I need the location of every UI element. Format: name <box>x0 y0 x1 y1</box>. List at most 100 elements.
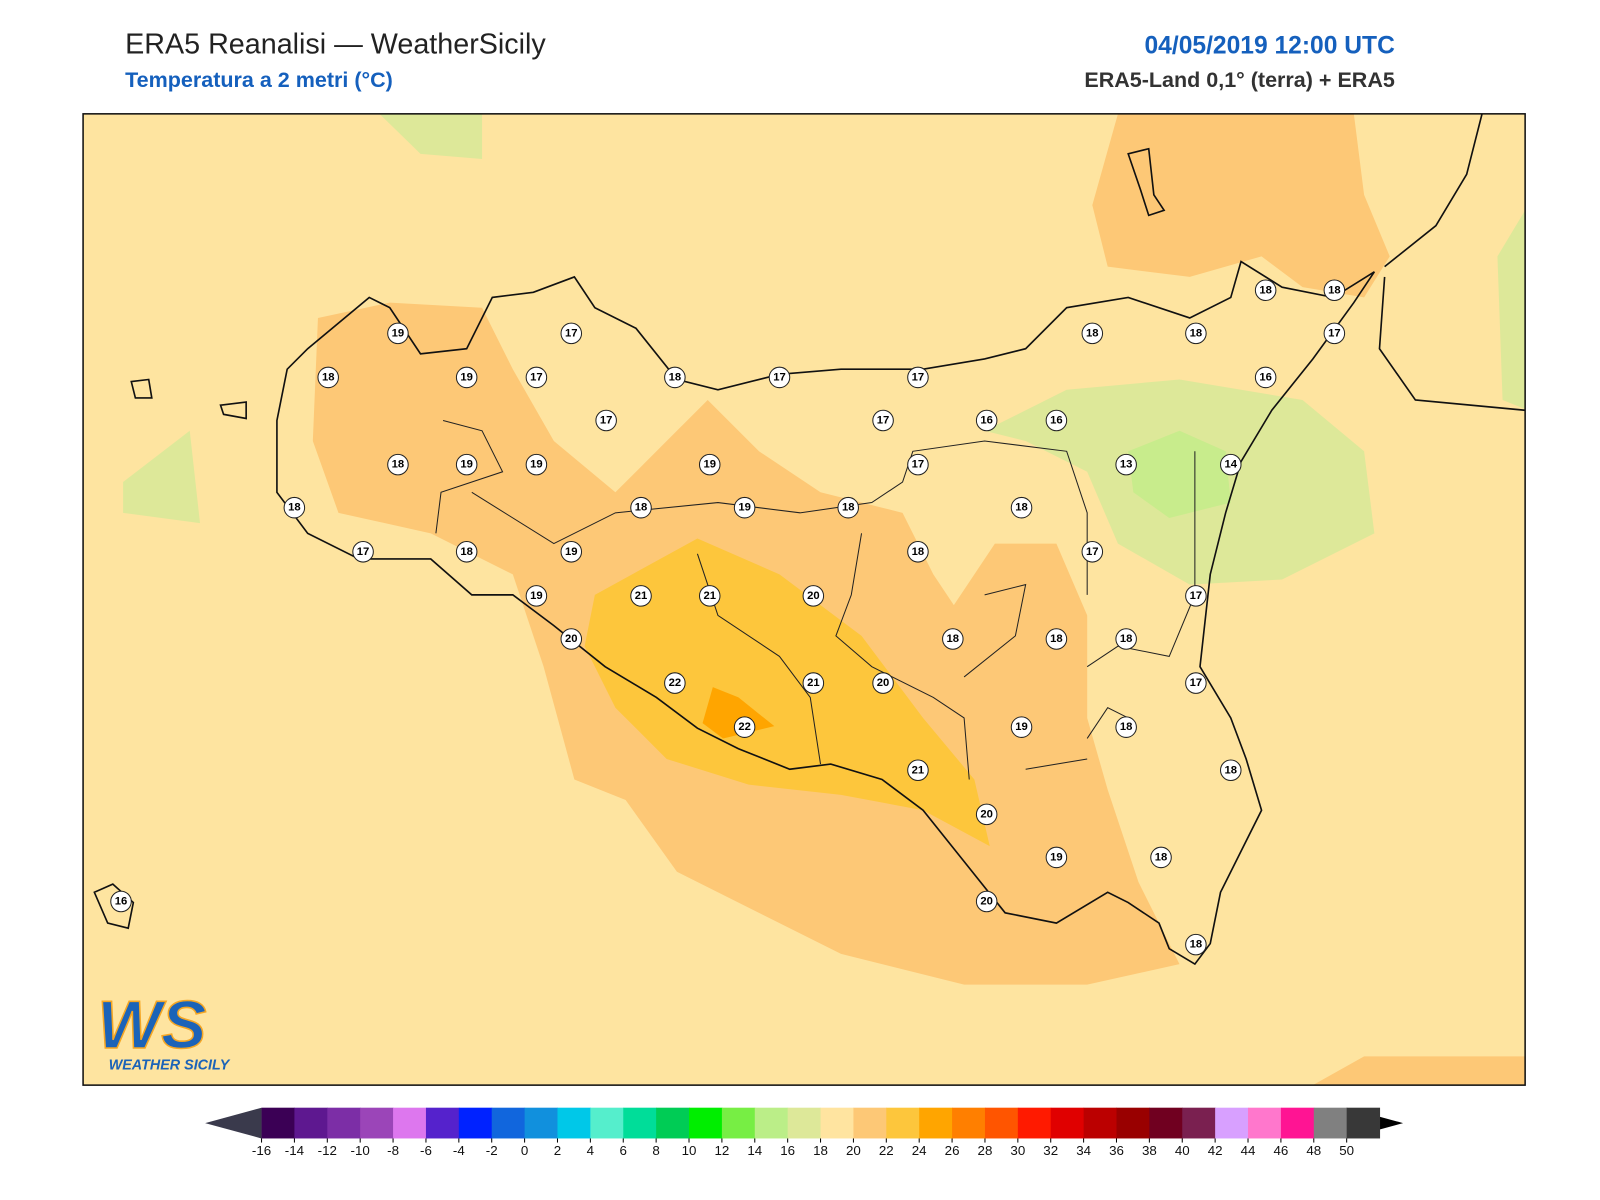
station-marker <box>1185 933 1207 956</box>
colorbar-tick-label: 6 <box>620 1143 627 1158</box>
colorbar-segment <box>261 1107 295 1139</box>
colorbar-segment <box>1182 1107 1216 1139</box>
station-marker <box>560 322 583 345</box>
station-value: 16 <box>980 415 993 427</box>
colorbar-tick-label: 26 <box>945 1143 960 1158</box>
station-value: 22 <box>738 721 751 733</box>
colorbar-tick-label: 30 <box>1010 1143 1025 1158</box>
station-marker <box>907 453 929 476</box>
colorbar-tick-label: 50 <box>1339 1143 1354 1158</box>
colorbar-segment <box>491 1107 526 1139</box>
logo: WS WEATHER SICILY <box>97 987 231 1073</box>
station-value: 19 <box>460 371 473 383</box>
station-marker <box>1185 672 1207 694</box>
colorbar-tick-label: 48 <box>1306 1143 1321 1158</box>
station-marker <box>317 366 339 389</box>
station-value: 18 <box>1259 284 1272 296</box>
station-marker <box>1254 279 1277 302</box>
colorbar-segment <box>1215 1107 1249 1139</box>
station-value: 17 <box>773 371 786 383</box>
station-value: 18 <box>1086 327 1099 339</box>
station-value: 17 <box>1190 590 1203 602</box>
station-marker <box>975 890 998 913</box>
colorbar-segment <box>721 1107 756 1139</box>
station-marker <box>975 803 998 826</box>
map-frame <box>82 113 1526 1086</box>
station-value: 19 <box>530 590 543 602</box>
station-marker <box>1254 366 1277 389</box>
station-value: 18 <box>1155 851 1168 863</box>
colorbar-tick-label: -4 <box>453 1143 465 1158</box>
station-value: 18 <box>1328 284 1341 296</box>
station-value: 18 <box>392 459 405 471</box>
station-value: 18 <box>842 502 855 514</box>
station-value: 21 <box>807 677 820 689</box>
colorbar-tick-label: 40 <box>1175 1143 1190 1158</box>
station-marker <box>733 716 756 738</box>
station-value: 18 <box>460 546 473 558</box>
station-value: 20 <box>807 590 820 602</box>
station-marker <box>1323 279 1346 302</box>
colorbar-segment <box>458 1107 493 1139</box>
colorbar-segment <box>919 1107 953 1139</box>
field-18 <box>1092 113 1526 1086</box>
colorbar-segment <box>853 1107 887 1139</box>
station-marker <box>455 453 478 476</box>
subtitle: Temperatura a 2 metri (°C) <box>125 68 393 92</box>
colorbar-segment <box>984 1107 1019 1139</box>
province-borders <box>435 420 1196 780</box>
station-marker <box>1010 496 1033 519</box>
station-value: 21 <box>703 590 716 602</box>
station-value: 20 <box>565 633 578 645</box>
station-marker <box>1045 628 1068 650</box>
station-value: 18 <box>669 371 682 383</box>
colorbar-segment <box>590 1107 624 1139</box>
colorbar-tick-label: 36 <box>1109 1143 1124 1158</box>
station-value: 18 <box>912 546 925 558</box>
colorbar-tick-label: 32 <box>1043 1143 1058 1158</box>
station-marker <box>525 453 548 476</box>
colorbar-segment <box>820 1107 854 1139</box>
station-value: 17 <box>912 371 925 383</box>
station-value: 13 <box>1120 459 1133 471</box>
colorbar-tick-label: 10 <box>682 1143 697 1158</box>
station-marker <box>837 496 859 519</box>
station-marker <box>525 585 548 607</box>
station-value: 17 <box>565 327 578 339</box>
station-marker <box>1115 453 1137 476</box>
station-marker <box>1323 322 1346 345</box>
colorbar-segment <box>557 1107 591 1139</box>
colorbar-segment <box>327 1107 361 1139</box>
title: ERA5 Reanalisi — WeatherSicily <box>125 28 546 60</box>
station-marker <box>1220 759 1242 782</box>
colorbar-tick-label: 34 <box>1076 1143 1091 1158</box>
colorbar-tick-label: 20 <box>846 1143 861 1158</box>
station-marker <box>1185 322 1207 345</box>
logo-mark: WS <box>97 988 206 1063</box>
station-value: 14 <box>1225 459 1238 471</box>
colorbar-tick-label: -16 <box>252 1143 271 1158</box>
station-value: 22 <box>669 677 682 689</box>
station-marker <box>1115 628 1137 650</box>
colorbar-segment <box>754 1107 789 1139</box>
field-20-22 <box>584 538 990 847</box>
colorbar-segment <box>1346 1107 1381 1139</box>
colorbar-segment <box>1116 1107 1150 1139</box>
station-marker <box>664 366 686 389</box>
station-marker <box>525 366 548 389</box>
colorbar-tick-label: -6 <box>420 1143 432 1158</box>
station-value: 18 <box>1120 633 1133 645</box>
station-marker <box>630 585 652 607</box>
colorbar-segment <box>1083 1107 1118 1139</box>
station-marker <box>352 541 374 563</box>
station-marker <box>1081 322 1104 345</box>
colorbar-segment <box>689 1107 723 1139</box>
station-value: 16 <box>1259 371 1272 383</box>
colorbar-tick-label: 12 <box>714 1143 729 1158</box>
colorbar-segment <box>360 1107 394 1139</box>
station-value: 17 <box>530 371 543 383</box>
station-marker <box>1045 409 1068 432</box>
colorbar-tick-label: -2 <box>486 1143 498 1158</box>
colorbar-tick-label: 16 <box>780 1143 795 1158</box>
station-value: 21 <box>912 764 925 776</box>
